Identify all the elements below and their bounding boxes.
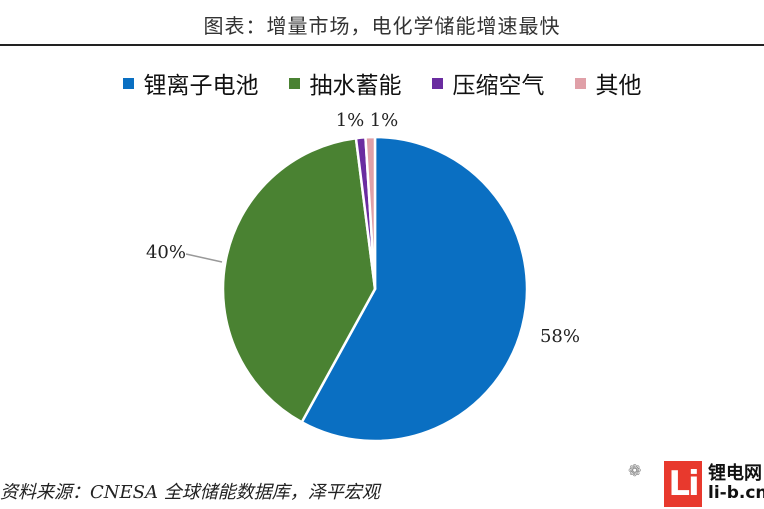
legend-label-other: 其他 (595, 73, 642, 99)
brand-name: 锂电网 (708, 463, 762, 484)
chart-title: 图表：增量市场，电化学储能增速最快 (203, 14, 561, 38)
data-label-other: 1% (370, 110, 399, 131)
legend-item-lithium: 锂离子电池 (122, 66, 259, 100)
data-label-compressed-air: 1% (336, 110, 365, 131)
leader-line-pumped-hydro (185, 253, 223, 263)
brand-domain: li-b.cn (708, 483, 764, 503)
legend-swatch-other (574, 77, 586, 89)
pie-slice-lithium (300, 135, 529, 443)
pie-slice-other (364, 135, 377, 291)
legend-item-other: 其他 (574, 66, 642, 100)
legend-item-pumped-hydro: 抽水蓄能 (288, 66, 402, 100)
legend-swatch-compressed-air (431, 77, 443, 89)
legend-item-compressed-air: 压缩空气 (431, 66, 545, 100)
legend-swatch-pumped-hydro (288, 77, 300, 89)
brand-logo: Li (664, 461, 702, 507)
legend-swatch-lithium (122, 77, 134, 89)
legend-label-pumped-hydro: 抽水蓄能 (309, 73, 402, 99)
source-note: 资料来源：CNESA 全球储能数据库，泽平宏观 (0, 482, 380, 503)
legend-label-compressed-air: 压缩空气 (452, 73, 545, 99)
legend-label-lithium: 锂离子电池 (143, 73, 259, 99)
data-label-lithium: 58% (540, 326, 580, 347)
data-label-pumped-hydro: 40% (146, 242, 186, 263)
watermark: ❁ Li 锂电网 li-b.cn (628, 455, 764, 509)
title-divider (0, 44, 764, 46)
pie-slice-pumped-hydro (221, 136, 377, 424)
chart-legend: 锂离子电池 抽水蓄能 压缩空气 其他 (0, 66, 764, 100)
wechat-icon: ❁ (628, 461, 642, 480)
